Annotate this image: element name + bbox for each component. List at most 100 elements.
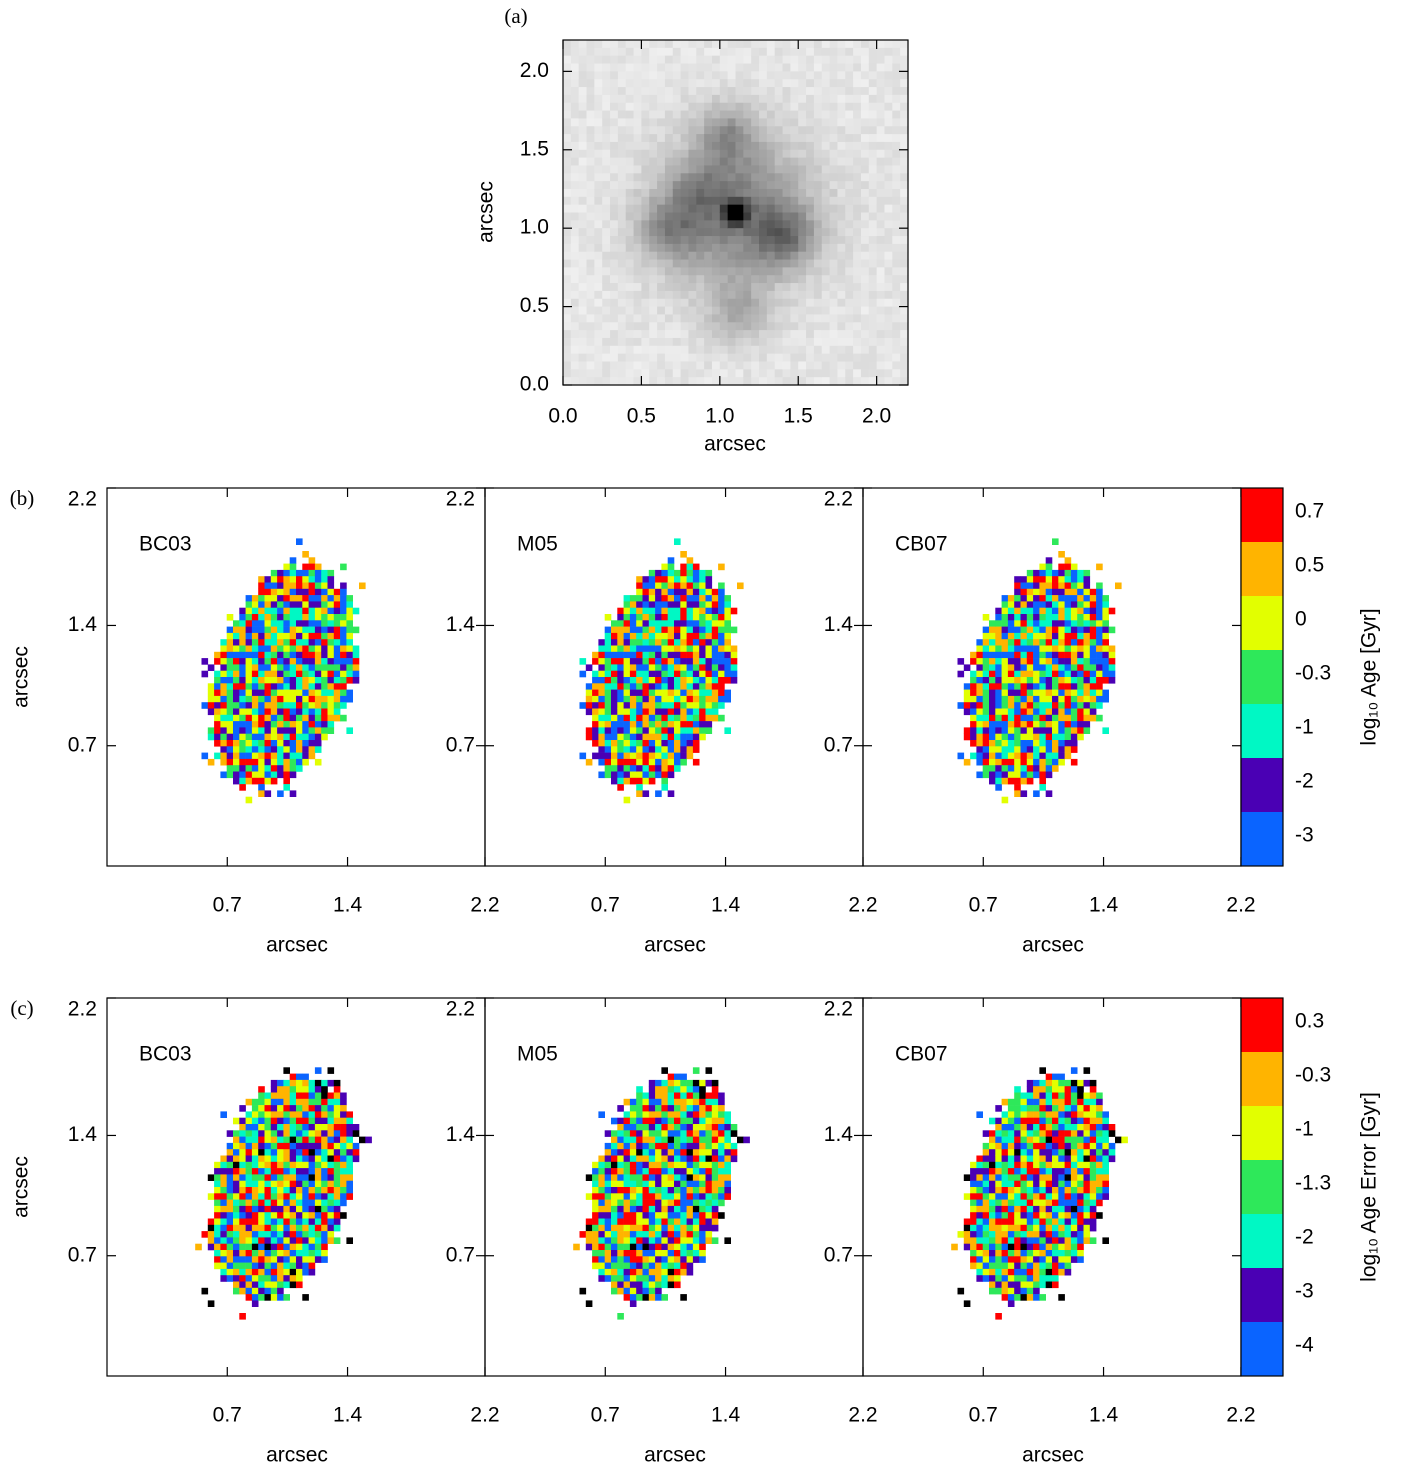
pixel bbox=[1027, 620, 1034, 627]
pixel bbox=[1084, 646, 1091, 653]
image-pixel bbox=[720, 173, 728, 181]
image-pixel bbox=[657, 220, 665, 228]
image-pixel bbox=[634, 40, 642, 48]
pixel bbox=[233, 746, 240, 753]
pixel bbox=[1008, 746, 1015, 753]
pixel bbox=[661, 696, 668, 703]
pixel bbox=[252, 633, 259, 640]
image-pixel bbox=[665, 220, 673, 228]
pixel bbox=[321, 601, 328, 608]
pixel bbox=[239, 1269, 246, 1276]
pixel bbox=[302, 1181, 309, 1188]
pixel bbox=[964, 696, 971, 703]
pixel bbox=[1039, 727, 1046, 734]
pixel bbox=[296, 1200, 303, 1207]
pixel bbox=[277, 1237, 284, 1244]
image-pixel bbox=[665, 103, 673, 111]
pixel bbox=[661, 746, 668, 753]
pixel bbox=[1090, 646, 1097, 653]
image-pixel bbox=[657, 354, 665, 362]
image-pixel bbox=[712, 267, 720, 275]
pixel bbox=[309, 1187, 316, 1194]
image-pixel bbox=[861, 252, 869, 260]
pixel bbox=[246, 633, 253, 640]
image-pixel bbox=[861, 307, 869, 315]
pixel bbox=[1058, 576, 1065, 583]
pixel bbox=[643, 1162, 650, 1169]
image-pixel bbox=[751, 142, 759, 150]
pixel bbox=[346, 658, 353, 665]
pixel bbox=[592, 683, 599, 690]
pixel bbox=[258, 1250, 265, 1257]
image-pixel bbox=[688, 197, 696, 205]
pixel bbox=[1033, 664, 1040, 671]
image-pixel bbox=[720, 299, 728, 307]
pixel bbox=[233, 772, 240, 779]
pixel bbox=[239, 1143, 246, 1150]
pixel bbox=[630, 721, 637, 728]
image-pixel bbox=[587, 252, 595, 260]
image-pixel bbox=[720, 181, 728, 189]
pixel bbox=[271, 1118, 278, 1125]
image-pixel bbox=[767, 111, 775, 119]
pixel bbox=[718, 696, 725, 703]
pixel bbox=[1033, 601, 1040, 608]
pixel bbox=[309, 1231, 316, 1238]
image-pixel bbox=[814, 134, 822, 142]
image-pixel bbox=[657, 314, 665, 322]
pixel bbox=[674, 652, 681, 659]
image-pixel bbox=[743, 56, 751, 64]
image-pixel bbox=[743, 260, 751, 268]
image-pixel bbox=[900, 377, 908, 385]
pixel bbox=[706, 608, 713, 615]
pixel bbox=[699, 690, 706, 697]
image-pixel bbox=[579, 79, 587, 87]
image-pixel bbox=[892, 118, 900, 126]
pixel bbox=[277, 1225, 284, 1232]
pixel bbox=[340, 1174, 347, 1181]
pixel bbox=[309, 683, 316, 690]
pixel bbox=[712, 601, 719, 608]
image-pixel bbox=[657, 48, 665, 56]
pixel bbox=[239, 658, 246, 665]
pixel bbox=[693, 715, 700, 722]
pixel bbox=[258, 790, 265, 797]
pixel bbox=[598, 1162, 605, 1169]
pixel bbox=[617, 740, 624, 747]
pixel bbox=[271, 620, 278, 627]
pixel bbox=[605, 646, 612, 653]
image-pixel bbox=[657, 322, 665, 330]
pixel bbox=[309, 727, 316, 734]
pixel bbox=[598, 1225, 605, 1232]
pixel bbox=[340, 1168, 347, 1175]
pixel bbox=[636, 627, 643, 634]
image-pixel bbox=[657, 134, 665, 142]
pixel bbox=[340, 1162, 347, 1169]
pixel bbox=[636, 677, 643, 684]
image-pixel bbox=[806, 48, 814, 56]
pixel bbox=[277, 595, 284, 602]
pixel bbox=[630, 671, 637, 678]
pixel bbox=[680, 721, 687, 728]
pixel bbox=[321, 1130, 328, 1137]
image-pixel bbox=[641, 267, 649, 275]
image-pixel bbox=[579, 56, 587, 64]
pixel bbox=[630, 1256, 637, 1263]
pixel bbox=[1102, 646, 1109, 653]
pixel bbox=[353, 677, 360, 684]
pixel bbox=[271, 583, 278, 590]
pixel bbox=[258, 765, 265, 772]
pixel bbox=[265, 1187, 272, 1194]
image-pixel bbox=[751, 64, 759, 72]
pixel bbox=[636, 753, 643, 760]
pixel bbox=[271, 576, 278, 583]
pixel bbox=[1021, 765, 1028, 772]
pixel bbox=[309, 1168, 316, 1175]
pixel bbox=[321, 1250, 328, 1257]
pixel bbox=[605, 734, 612, 741]
pixel bbox=[580, 1231, 587, 1238]
image-pixel bbox=[743, 158, 751, 166]
pixel bbox=[214, 677, 221, 684]
pixel bbox=[995, 702, 1002, 709]
image-pixel bbox=[877, 189, 885, 197]
